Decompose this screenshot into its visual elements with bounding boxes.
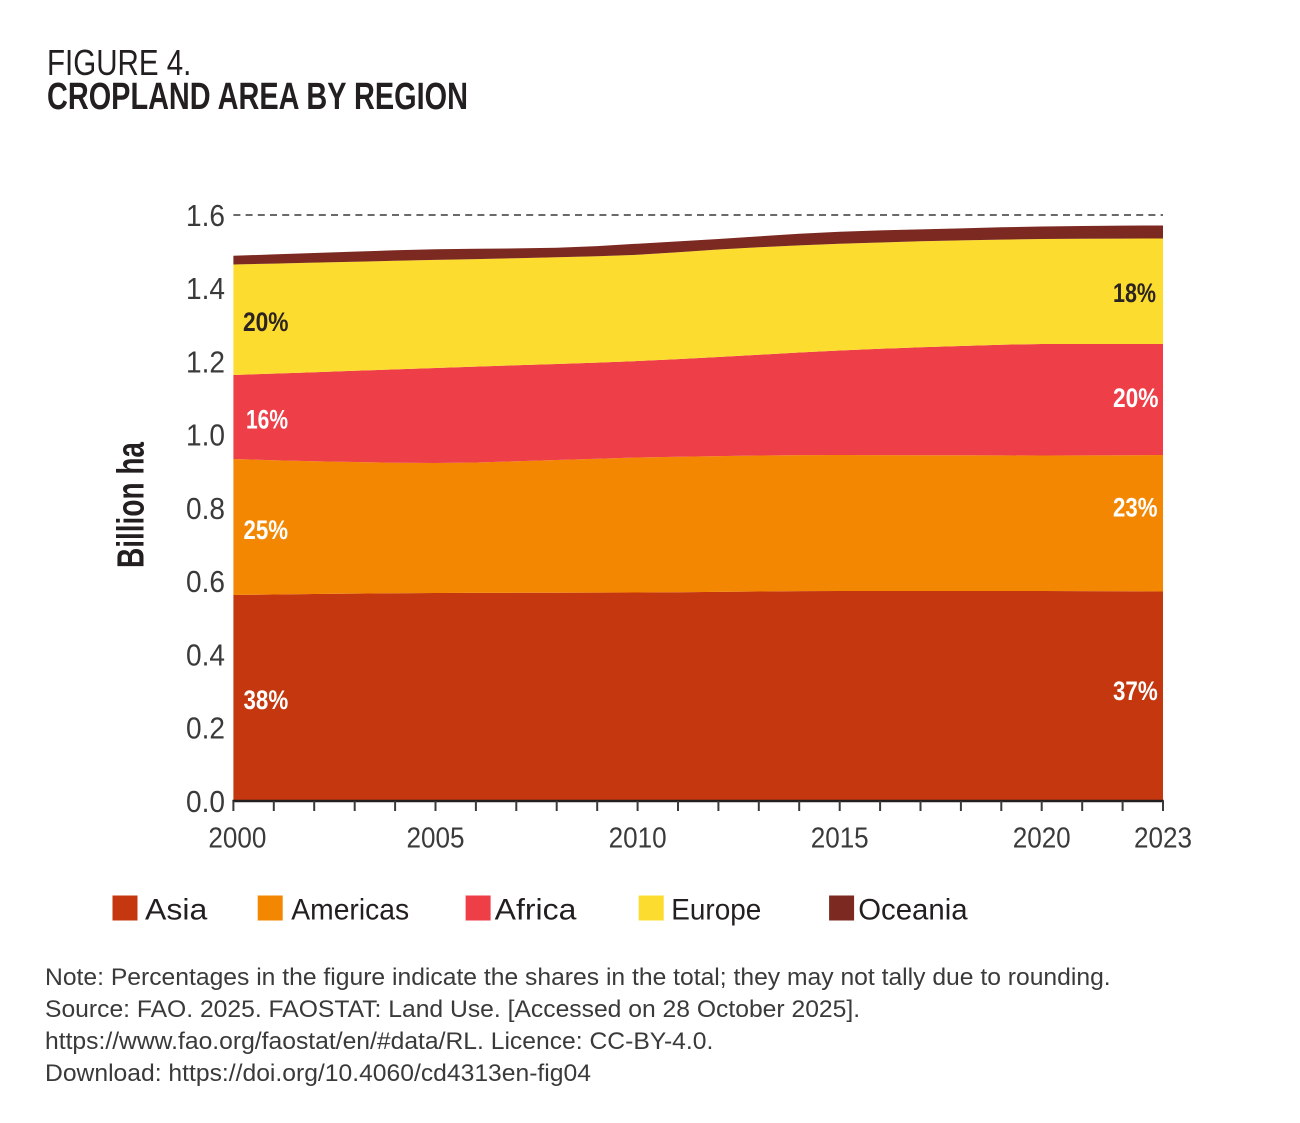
svg-text:20%: 20% bbox=[243, 307, 289, 337]
svg-text:1.6: 1.6 bbox=[186, 198, 225, 233]
svg-text:37%: 37% bbox=[1113, 676, 1158, 706]
svg-text:1.0: 1.0 bbox=[186, 418, 225, 453]
svg-text:25%: 25% bbox=[244, 515, 289, 545]
svg-text:Americas: Americas bbox=[291, 894, 409, 927]
svg-text:23%: 23% bbox=[1113, 492, 1158, 522]
svg-text:20%: 20% bbox=[1113, 383, 1159, 413]
svg-text:0.0: 0.0 bbox=[186, 784, 225, 819]
svg-text:Africa: Africa bbox=[495, 894, 577, 927]
svg-text:0.2: 0.2 bbox=[186, 711, 225, 746]
svg-text:18%: 18% bbox=[1113, 278, 1156, 308]
svg-text:Europe: Europe bbox=[671, 894, 761, 927]
svg-text:2010: 2010 bbox=[609, 822, 667, 854]
svg-text:Billion ha: Billion ha bbox=[111, 441, 153, 568]
svg-text:2015: 2015 bbox=[811, 822, 869, 854]
svg-text:Asia: Asia bbox=[145, 894, 208, 927]
svg-text:38%: 38% bbox=[244, 685, 289, 715]
svg-text:1.4: 1.4 bbox=[186, 271, 225, 306]
svg-text:Oceania: Oceania bbox=[858, 894, 968, 927]
svg-text:1.2: 1.2 bbox=[186, 344, 225, 379]
svg-text:16%: 16% bbox=[246, 405, 288, 435]
svg-text:0.4: 0.4 bbox=[186, 637, 225, 672]
svg-text:0.6: 0.6 bbox=[186, 564, 225, 599]
svg-text:2000: 2000 bbox=[208, 822, 266, 854]
svg-text:2020: 2020 bbox=[1013, 822, 1071, 854]
svg-text:2005: 2005 bbox=[407, 822, 465, 854]
svg-text:0.8: 0.8 bbox=[186, 491, 225, 526]
svg-text:2023: 2023 bbox=[1134, 822, 1192, 854]
